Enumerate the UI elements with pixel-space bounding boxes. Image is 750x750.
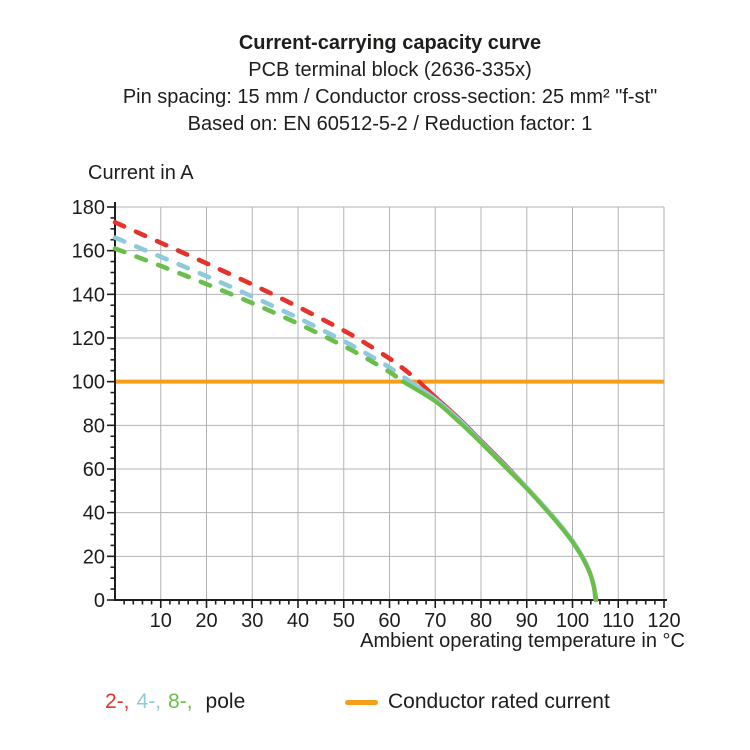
x-tick-label: 50 (333, 610, 355, 632)
y-tick-label: 60 (83, 459, 105, 481)
legend-item-4-pole: 4-, (136, 690, 162, 713)
rated-current-line-swatch (345, 699, 378, 705)
x-tick-label: 10 (150, 610, 172, 632)
rated-current-label: Conductor rated current (388, 690, 610, 713)
x-tick-label: 110 (602, 610, 634, 632)
series-8-pole-dashed-curve (112, 246, 406, 384)
x-tick-label: 100 (556, 610, 589, 632)
chart-subtitle-specs: Pin spacing: 15 mm / Conductor cross-sec… (122, 86, 658, 108)
series-8-pole-solid-curve (401, 379, 598, 603)
series-2-pole-dashed-curve (112, 220, 422, 384)
y-tick-label: 140 (72, 284, 105, 306)
series-2-pole-solid-curve (417, 379, 599, 603)
legend-pole-suffix: pole (205, 690, 246, 713)
legend-item-8-pole: 8-, (168, 690, 193, 713)
y-tick-label: 120 (72, 328, 105, 350)
y-axis-title: Current in A (88, 162, 194, 184)
chart-subtitle-product: PCB terminal block (2636-335x) (248, 59, 532, 81)
y-tick-label: 20 (83, 546, 105, 568)
y-tick-label: 0 (94, 590, 105, 612)
x-tick-label: 80 (470, 610, 492, 632)
x-tick-label: 90 (516, 610, 538, 632)
y-tick-label: 180 (72, 197, 105, 219)
y-tick-label: 100 (72, 372, 105, 394)
chart-subtitle-standard: Based on: EN 60512-5-2 / Reduction facto… (187, 113, 593, 135)
x-tick-label: 40 (287, 610, 309, 632)
x-axis-title: Ambient operating temperature in °C (360, 630, 685, 652)
x-tick-label: 70 (424, 610, 446, 632)
legend-item-2-pole: 2-, (105, 690, 130, 713)
x-tick-label: 60 (378, 610, 400, 632)
y-tick-label: 160 (72, 241, 105, 263)
chart-title-block: Current-carrying capacity curve PCB term… (40, 30, 740, 138)
chart-title: Current-carrying capacity curve (238, 32, 542, 54)
legend-pole-series: 2-, 4-, 8-, pole (105, 690, 252, 714)
legend-rated-current: Conductor rated current (345, 690, 610, 714)
x-tick-label: 20 (195, 610, 217, 632)
x-tick-label: 120 (647, 610, 680, 632)
y-tick-label: 40 (83, 503, 105, 525)
series-4-pole-solid-curve (408, 379, 598, 603)
y-tick-label: 80 (83, 415, 105, 437)
x-tick-label: 30 (241, 610, 263, 632)
